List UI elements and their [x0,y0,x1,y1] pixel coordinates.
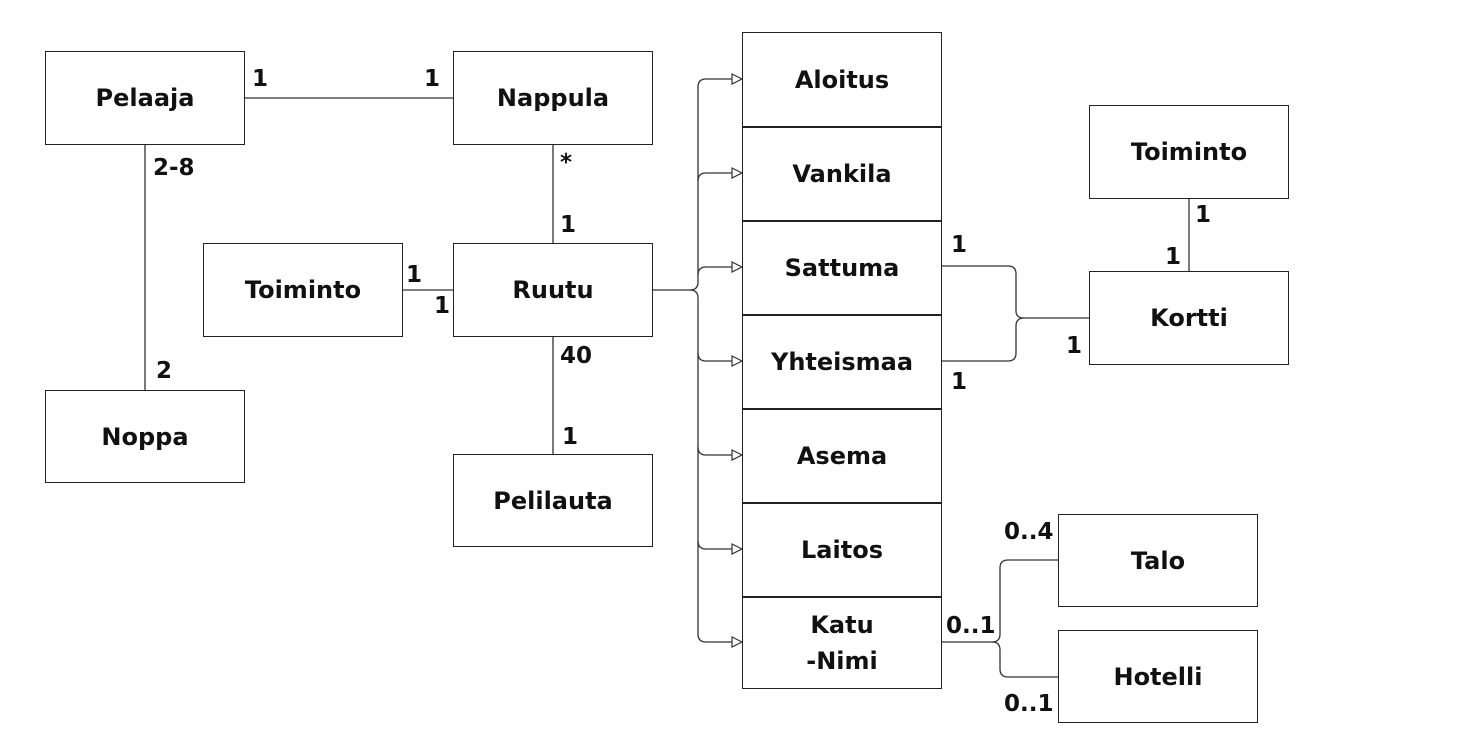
class-ruutu-label: Ruutu [512,276,594,304]
subtype-katu-label: Katu -Nimi [806,611,878,675]
assoc-katu-talo [942,559,1058,643]
class-pelaaja: Pelaaja [45,51,245,145]
class-nappula-label: Nappula [496,84,610,112]
subtype-asema: Asema [743,408,941,502]
mult-pelaaja-nappula-right: 1 [424,66,441,92]
subtype-aloitus: Aloitus [743,33,941,127]
class-toiminto-left: Toiminto [203,243,403,337]
subtype-vankila: Vankila [743,126,941,220]
mult-pelaaja-noppa-bottom: 2 [156,358,173,384]
mult-hotelli: 0..1 [1004,691,1054,717]
mult-sattuma-kortti: 1 [951,232,968,258]
subtype-laitos: Laitos [743,502,941,596]
mult-ruutu-pelilauta-top: 40 [560,343,593,369]
mult-katu-side: 0..1 [946,613,996,639]
class-pelaaja-label: Pelaaja [95,84,195,112]
class-talo: Talo [1058,514,1258,607]
assoc-yhteismaa-kortti [942,317,1025,362]
mult-toiminto-kortti-bottom: 1 [1165,244,1182,270]
generalization-trunk [653,78,707,291]
subtype-stack: Aloitus Vankila Sattuma Yhteismaa Asema … [742,32,942,689]
mult-ruutu-pelilauta-bottom: 1 [562,424,579,450]
subtype-vankila-label: Vankila [792,160,892,188]
assoc-katu-hotelli [991,641,1058,678]
subtype-laitos-label: Laitos [801,536,883,564]
subtype-katu: Katu -Nimi [743,596,941,688]
class-toiminto-right: Toiminto [1089,105,1289,199]
mult-yhteismaa-kortti: 1 [951,369,968,395]
generalization-arrow-asema [697,446,742,455]
class-hotelli-label: Hotelli [1113,662,1203,691]
class-noppa: Noppa [45,390,245,483]
class-kortti: Kortti [1089,271,1289,365]
class-hotelli: Hotelli [1058,630,1258,723]
class-toiminto-right-label: Toiminto [1130,138,1248,166]
subtype-yhteismaa-label: Yhteismaa [770,348,914,376]
mult-pelaaja-nappula-left: 1 [252,66,269,92]
generalization-arrow-sattuma [697,267,742,276]
class-pelilauta: Pelilauta [453,454,653,547]
class-ruutu: Ruutu [453,243,653,337]
class-pelilauta-label: Pelilauta [493,486,613,515]
generalization-arrow-vankila [697,173,742,182]
subtype-sattuma: Sattuma [743,220,941,314]
generalization-trunk-lower [689,289,707,643]
class-talo-label: Talo [1130,546,1186,575]
subtype-asema-label: Asema [796,442,888,470]
class-nappula: Nappula [453,51,653,145]
generalization-arrow-laitos [697,540,742,549]
assoc-sattuma-kortti [942,265,1089,319]
class-kortti-label: Kortti [1150,304,1228,332]
subtype-yhteismaa: Yhteismaa [743,314,941,408]
mult-toiminto-ruutu-right: 1 [434,293,451,319]
generalization-arrow-yhteismaa [697,352,742,361]
class-toiminto-left-label: Toiminto [244,276,362,304]
mult-toiminto-ruutu-left: 1 [406,262,423,288]
mult-pelaaja-noppa-top: 2-8 [153,155,195,181]
mult-nappula-ruutu-bottom: 1 [560,212,577,238]
class-noppa-label: Noppa [101,422,189,451]
subtype-aloitus-label: Aloitus [794,66,890,94]
mult-talo: 0..4 [1004,519,1054,545]
mult-nappula-ruutu-top: * [560,150,573,176]
subtype-sattuma-label: Sattuma [784,254,900,282]
mult-toiminto-kortti-top: 1 [1195,202,1212,228]
mult-kortti-side: 1 [1066,333,1083,359]
